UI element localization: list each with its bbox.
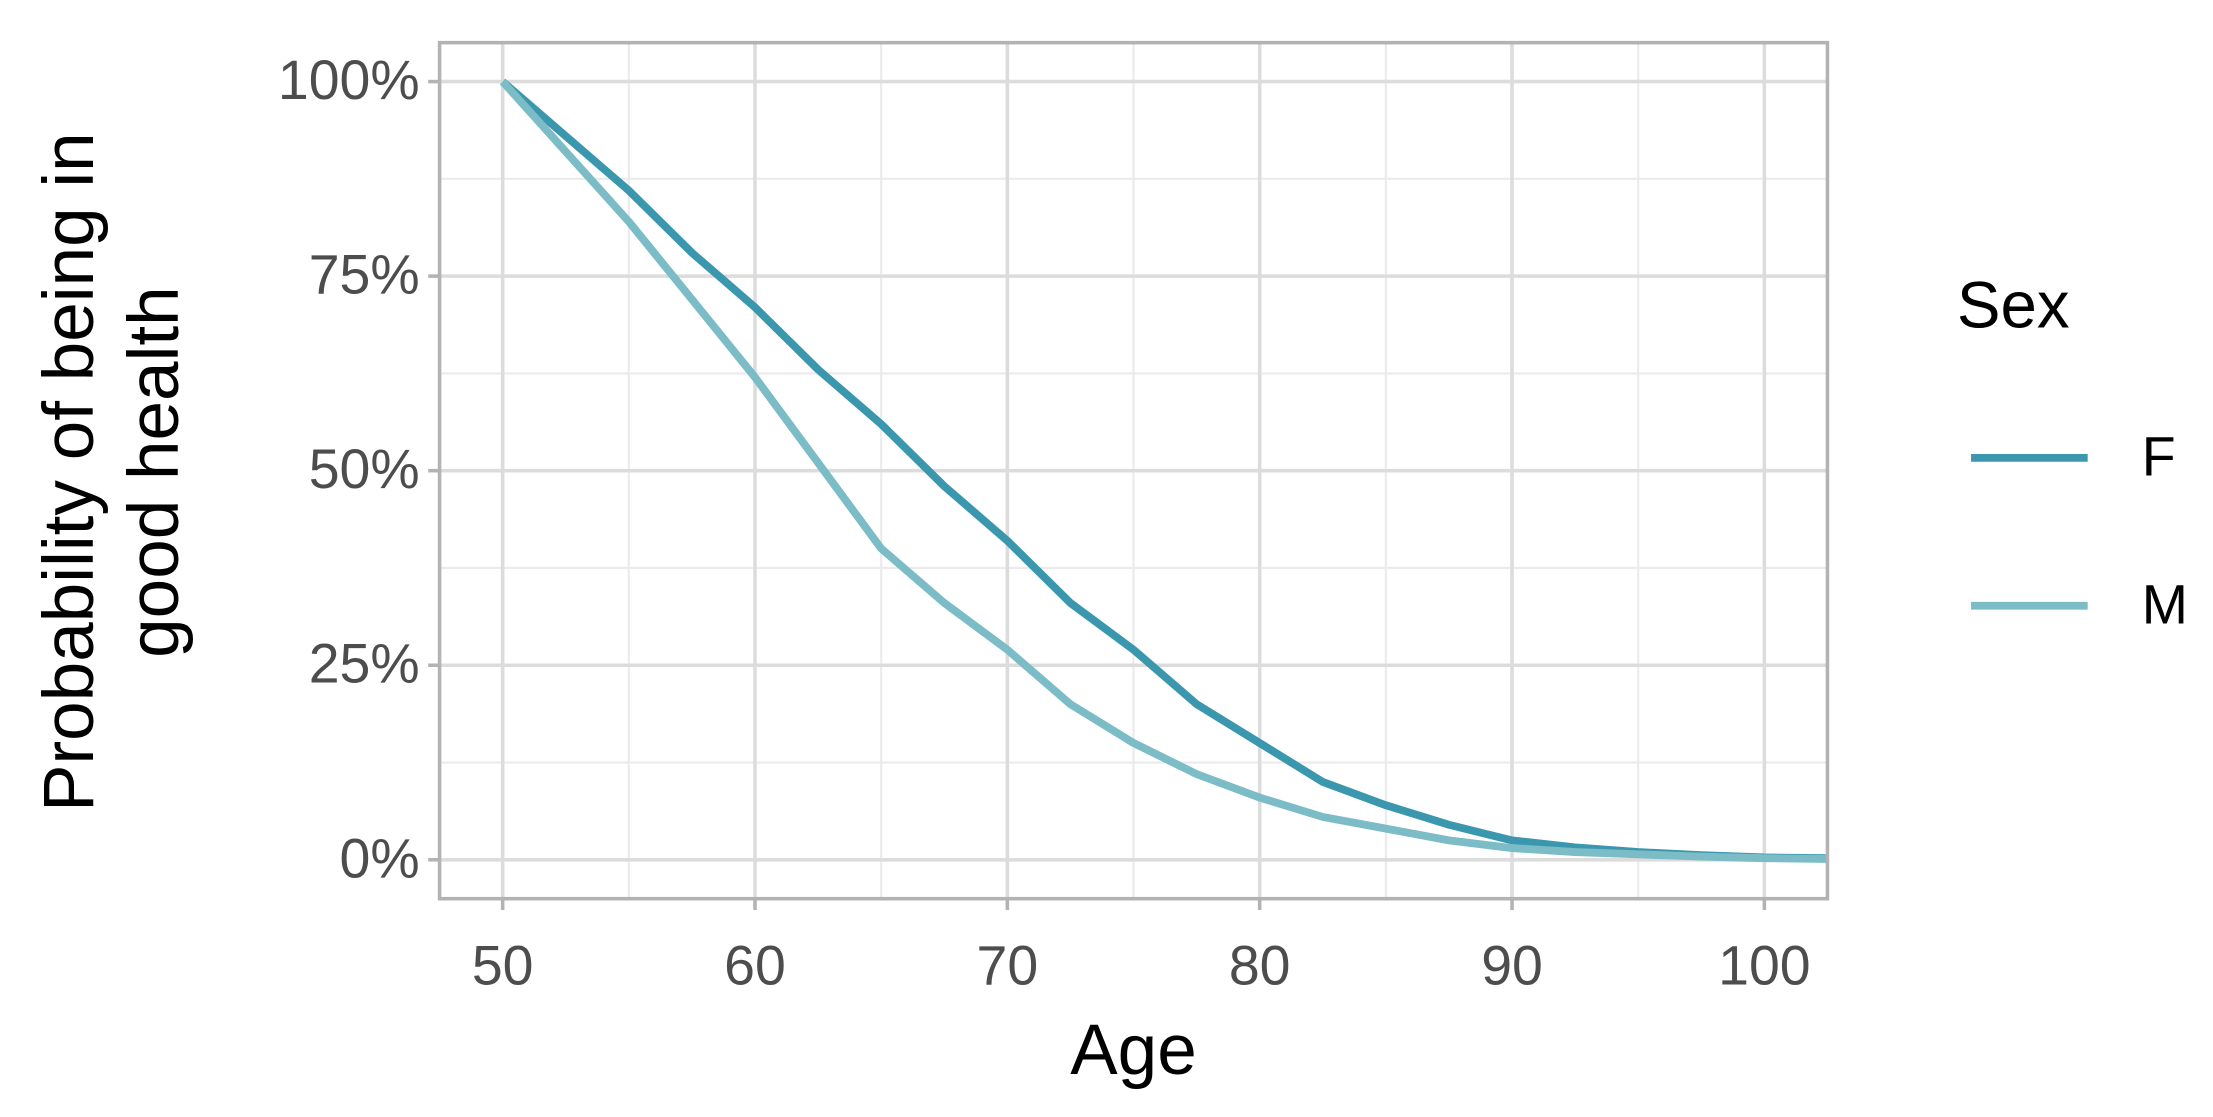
x-tick-label: 90	[1481, 934, 1543, 996]
y-tick-label: 25%	[309, 633, 420, 695]
x-tick-label: 80	[1229, 934, 1291, 996]
x-tick-label: 70	[977, 934, 1039, 996]
legend-label: F	[2142, 425, 2176, 487]
y-tick-label: 0%	[340, 827, 420, 889]
y-tick-label: 100%	[278, 49, 420, 111]
y-tick-label: 50%	[309, 438, 420, 500]
y-tick-label: 75%	[309, 244, 420, 306]
data-line	[499, 79, 1828, 863]
legend-label: M	[2142, 573, 2188, 635]
y-axis-title: Probability of being in	[30, 132, 109, 812]
y-axis-title: good health	[115, 286, 194, 658]
x-tick-label: 100	[1718, 934, 1811, 996]
x-tick-label: 60	[724, 934, 786, 996]
panel-border	[437, 40, 1830, 901]
legend-title: Sex	[1957, 268, 2070, 341]
x-tick-label: 50	[472, 934, 534, 996]
x-axis-title: Age	[1070, 1011, 1196, 1090]
